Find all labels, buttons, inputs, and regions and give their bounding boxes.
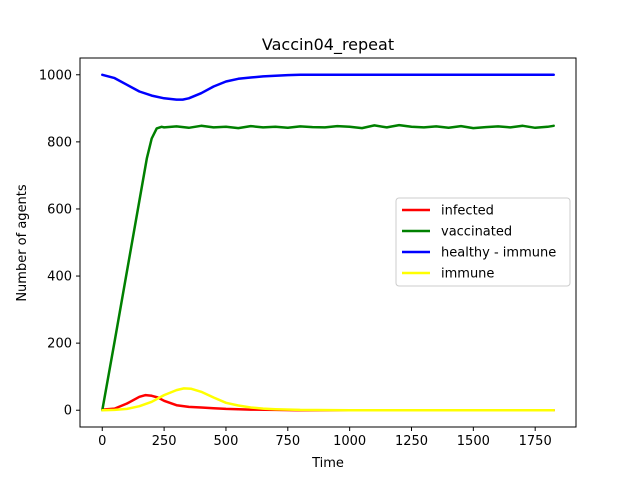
y-tick-label: 1000 [39, 68, 72, 83]
x-tick-label: 1750 [519, 434, 552, 449]
x-tick-label: 1250 [395, 434, 428, 449]
y-tick-label: 800 [47, 135, 72, 150]
legend-label: healthy - immune [441, 246, 556, 261]
y-tick-label: 600 [47, 202, 72, 217]
series-line-healthy-immune [101, 73, 555, 101]
series-line-immune [101, 387, 555, 412]
x-tick-label: 500 [214, 434, 239, 449]
x-tick-label: 0 [98, 434, 106, 449]
x-tick-label: 750 [275, 434, 300, 449]
plot-frame [79, 57, 577, 428]
y-axis-label: Number of agents [15, 184, 30, 302]
y-tick-label: 200 [47, 337, 72, 352]
y-tick-label: 400 [47, 270, 72, 285]
x-tick-label: 1000 [333, 434, 366, 449]
series-lines [101, 73, 555, 412]
legend-label: infected [441, 204, 494, 219]
legend: infected vaccinated healthy - immune immune [395, 197, 571, 287]
x-axis-ticks: 0 250 500 750 1000 1250 1500 1750 [98, 427, 552, 449]
x-tick-label: 250 [152, 434, 177, 449]
legend-label: immune [441, 267, 494, 282]
legend-label: vaccinated [441, 225, 512, 240]
chart-title: Vaccin04_repeat [262, 35, 394, 55]
x-tick-label: 1500 [457, 434, 490, 449]
x-axis-label: Time [311, 456, 344, 471]
y-tick-label: 0 [64, 404, 72, 419]
series-line-vaccinated [101, 123, 555, 412]
y-axis-ticks: 0 200 400 600 800 1000 [39, 68, 80, 419]
legend-frame [395, 197, 571, 287]
